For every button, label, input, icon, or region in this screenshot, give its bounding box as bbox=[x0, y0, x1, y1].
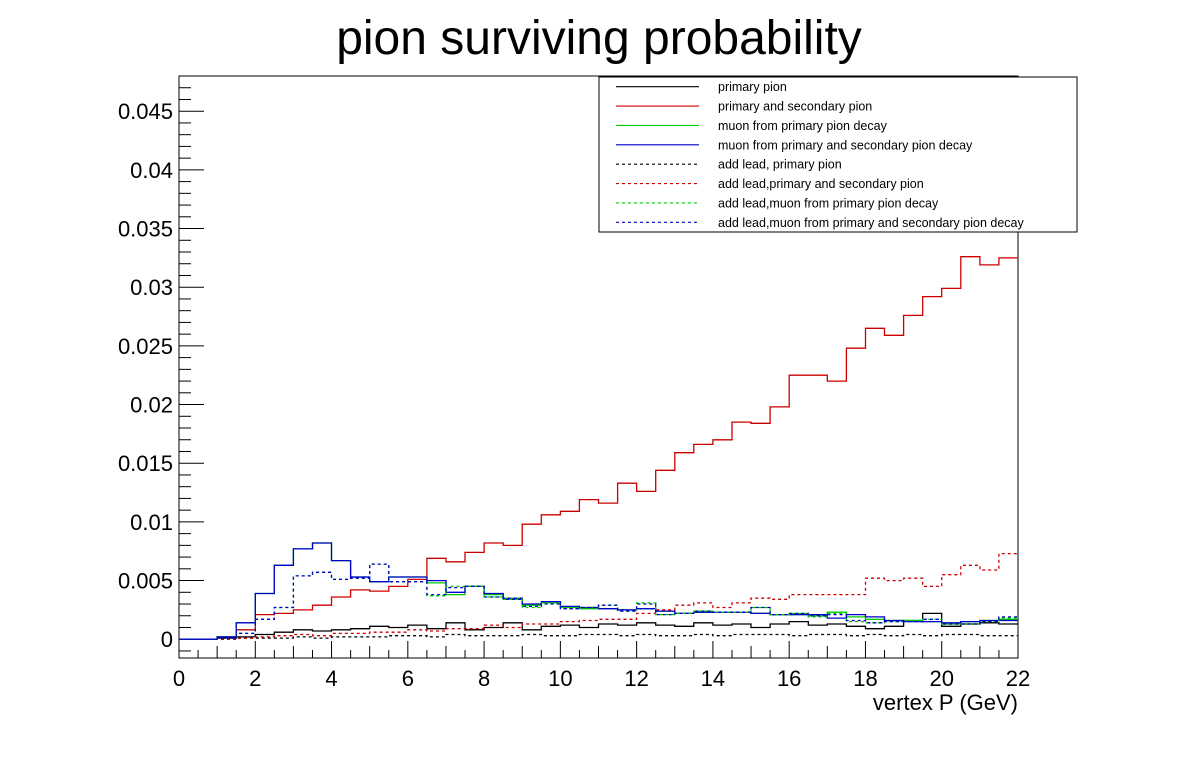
y-tick-label: 0.02 bbox=[130, 393, 173, 418]
legend-label: add lead,muon from primary pion decay bbox=[718, 196, 939, 210]
legend-box bbox=[598, 76, 1078, 233]
x-tick-label: 8 bbox=[478, 666, 490, 691]
y-tick-label: 0.005 bbox=[118, 569, 173, 594]
series-line-2 bbox=[179, 256, 1018, 640]
x-tick-label: 20 bbox=[929, 666, 953, 691]
x-tick-label: 18 bbox=[853, 666, 877, 691]
series-line-8 bbox=[179, 563, 1018, 640]
series-line-4 bbox=[179, 542, 1018, 640]
legend-label: primary and secondary pion bbox=[718, 100, 872, 114]
x-axis-label: vertex P (GeV) bbox=[873, 690, 1018, 715]
series-line-6 bbox=[179, 552, 1018, 640]
y-tick-label: 0.01 bbox=[130, 510, 173, 535]
series-line-1 bbox=[179, 612, 1018, 640]
legend: primary pion primary and secondary pion mu… bbox=[598, 76, 1078, 233]
x-tick-label: 16 bbox=[777, 666, 801, 691]
y-tick-label: 0.04 bbox=[130, 158, 173, 183]
series-line-5 bbox=[179, 633, 1018, 640]
y-tick-label: 0.045 bbox=[118, 99, 173, 124]
y-tick-label: 0 bbox=[161, 627, 173, 652]
x-tick-label: 14 bbox=[701, 666, 725, 691]
y-tick-label: 0.03 bbox=[130, 275, 173, 300]
y-tick-label: 0.015 bbox=[118, 451, 173, 476]
x-tick-label: 4 bbox=[325, 666, 337, 691]
legend-label: add lead,muon from primary and secondary… bbox=[718, 216, 1024, 230]
y-tick-label: 0.025 bbox=[118, 334, 173, 359]
legend-label: muon from primary pion decay bbox=[718, 119, 888, 133]
legend-label: primary pion bbox=[718, 80, 787, 94]
legend-label: muon from primary and secondary pion dec… bbox=[718, 138, 973, 152]
y-tick-label: 0.035 bbox=[118, 217, 173, 242]
axes: 0 2 4 6 8 10 12 14 16 18 20 22 0 0.005 0.01 0.015 0.02 0.… bbox=[118, 75, 1030, 691]
legend-label: add lead,primary and secondary pion bbox=[718, 177, 924, 191]
x-tick-label: 0 bbox=[173, 666, 185, 691]
chart-title: pion surviving probability bbox=[336, 12, 862, 65]
x-tick-label: 2 bbox=[249, 666, 261, 691]
x-tick-label: 22 bbox=[1006, 666, 1030, 691]
series-layer bbox=[179, 256, 1018, 640]
x-tick-label: 10 bbox=[548, 666, 572, 691]
legend-label: add lead, primary pion bbox=[718, 158, 842, 172]
x-tick-label: 12 bbox=[624, 666, 648, 691]
x-tick-label: 6 bbox=[402, 666, 414, 691]
